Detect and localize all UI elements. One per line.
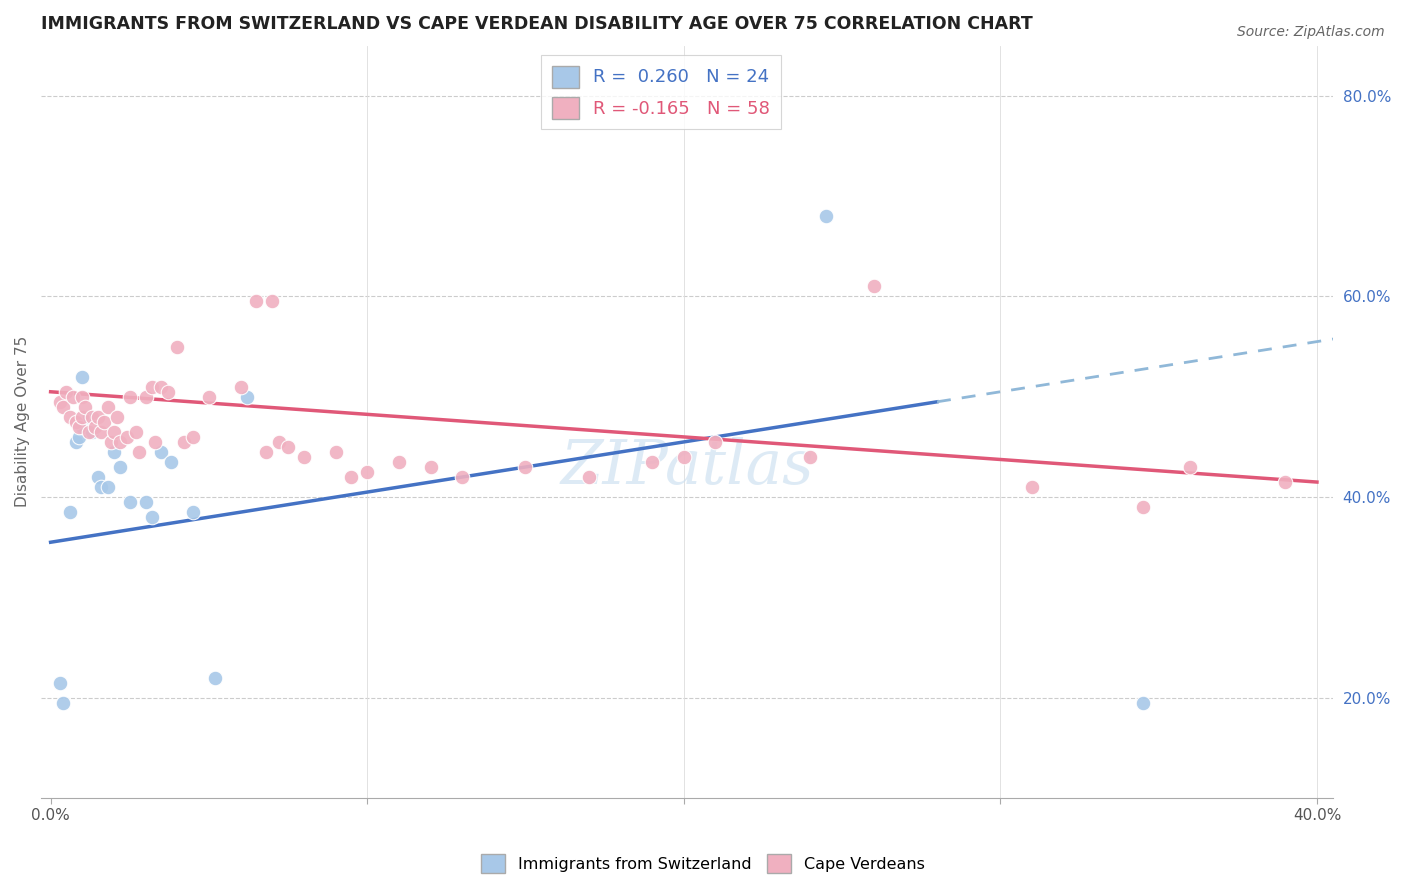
Point	[1021, 480, 1043, 494]
Point	[100, 434, 122, 449]
Point	[72, 409, 94, 424]
Point	[1132, 500, 1154, 515]
Point	[49, 394, 72, 409]
Point	[672, 450, 695, 464]
Point	[97, 480, 120, 494]
Point	[103, 425, 125, 439]
Point	[67, 430, 90, 444]
Point	[150, 445, 173, 459]
Point	[254, 445, 277, 459]
Point	[49, 675, 72, 690]
Point	[325, 445, 347, 459]
Point	[340, 470, 363, 484]
Point	[262, 294, 284, 309]
Point	[267, 434, 290, 449]
Point	[75, 400, 97, 414]
Point	[93, 415, 115, 429]
Point	[65, 434, 87, 449]
Point	[1180, 460, 1202, 475]
Point	[135, 495, 157, 509]
Point	[815, 209, 838, 223]
Point	[67, 420, 90, 434]
Point	[1274, 475, 1296, 489]
Point	[277, 440, 299, 454]
Point	[292, 450, 315, 464]
Point	[118, 495, 141, 509]
Y-axis label: Disability Age Over 75: Disability Age Over 75	[15, 336, 30, 508]
Point	[77, 425, 100, 439]
Point	[229, 380, 252, 394]
Point	[181, 430, 204, 444]
Point	[72, 420, 94, 434]
Point	[90, 480, 112, 494]
Point	[236, 390, 259, 404]
Point	[103, 445, 125, 459]
Text: Source: ZipAtlas.com: Source: ZipAtlas.com	[1237, 25, 1385, 39]
Point	[52, 400, 75, 414]
Point	[77, 409, 100, 424]
Point	[110, 460, 132, 475]
Point	[87, 409, 110, 424]
Point	[105, 409, 128, 424]
Point	[1132, 696, 1154, 710]
Point	[245, 294, 267, 309]
Point	[150, 380, 173, 394]
Point	[72, 369, 94, 384]
Point	[97, 400, 120, 414]
Legend: R =  0.260   N = 24, R = -0.165   N = 58: R = 0.260 N = 24, R = -0.165 N = 58	[541, 54, 782, 129]
Point	[166, 340, 188, 354]
Point	[641, 455, 664, 469]
Point	[862, 279, 884, 293]
Point	[72, 390, 94, 404]
Point	[118, 390, 141, 404]
Point	[62, 390, 84, 404]
Point	[451, 470, 474, 484]
Point	[143, 434, 166, 449]
Point	[90, 425, 112, 439]
Text: IMMIGRANTS FROM SWITZERLAND VS CAPE VERDEAN DISABILITY AGE OVER 75 CORRELATION C: IMMIGRANTS FROM SWITZERLAND VS CAPE VERD…	[41, 15, 1033, 33]
Point	[181, 505, 204, 519]
Point	[204, 671, 226, 685]
Point	[515, 460, 537, 475]
Point	[59, 409, 82, 424]
Point	[578, 470, 600, 484]
Point	[59, 505, 82, 519]
Point	[160, 455, 183, 469]
Text: ZIPatlas: ZIPatlas	[560, 437, 814, 497]
Point	[388, 455, 411, 469]
Point	[110, 434, 132, 449]
Point	[704, 434, 727, 449]
Point	[198, 390, 221, 404]
Point	[799, 450, 821, 464]
Point	[115, 430, 138, 444]
Point	[141, 380, 163, 394]
Point	[141, 510, 163, 524]
Point	[135, 390, 157, 404]
Point	[87, 470, 110, 484]
Point	[84, 420, 107, 434]
Point	[128, 445, 150, 459]
Point	[80, 425, 103, 439]
Point	[52, 696, 75, 710]
Point	[419, 460, 441, 475]
Point	[80, 409, 103, 424]
Point	[55, 384, 77, 399]
Point	[125, 425, 148, 439]
Legend: Immigrants from Switzerland, Cape Verdeans: Immigrants from Switzerland, Cape Verdea…	[475, 847, 931, 880]
Point	[356, 465, 378, 479]
Point	[65, 415, 87, 429]
Point	[156, 384, 179, 399]
Point	[173, 434, 195, 449]
